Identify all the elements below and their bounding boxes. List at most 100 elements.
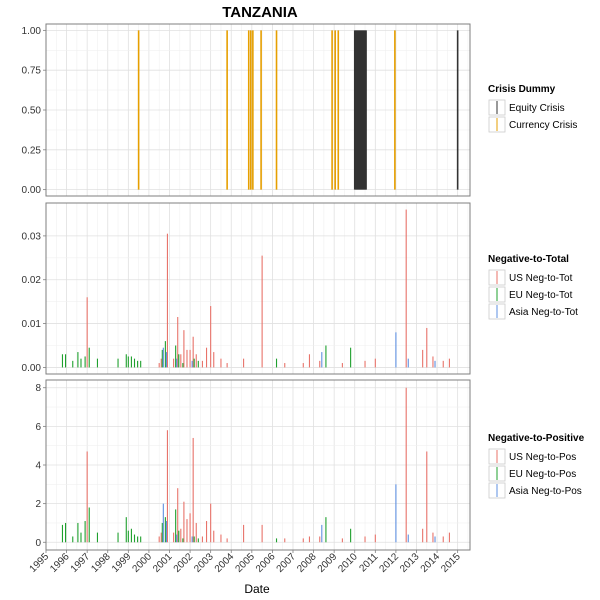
bar	[125, 517, 127, 543]
bar	[210, 306, 212, 368]
bar	[365, 30, 367, 190]
x-tick-label: 2003	[192, 551, 216, 575]
bar	[426, 451, 428, 543]
bar	[357, 30, 359, 190]
bar	[96, 358, 99, 368]
x-axis: 1995199619971998199920002001200220032004…	[28, 550, 463, 575]
legend-label: US Neg-to-Pos	[509, 452, 576, 463]
bar	[176, 358, 178, 368]
x-tick-label: 2013	[398, 551, 422, 575]
bar	[432, 356, 434, 368]
bar	[189, 349, 191, 368]
bar	[166, 233, 168, 368]
bar	[137, 536, 139, 543]
x-tick-label: 2009	[316, 551, 340, 575]
bar	[161, 349, 163, 368]
bar	[182, 363, 184, 368]
bar	[395, 332, 397, 368]
bar	[180, 528, 182, 543]
bar	[426, 327, 428, 368]
bar	[353, 30, 356, 190]
bar	[337, 30, 340, 190]
series-currency-crisis	[137, 30, 396, 190]
bar	[260, 30, 262, 190]
bar	[249, 30, 252, 190]
bar	[395, 484, 397, 543]
legend-title: Crisis Dummy	[488, 84, 556, 95]
bar	[360, 30, 362, 190]
x-tick-label: 1996	[48, 551, 72, 575]
x-tick-label: 1998	[89, 551, 113, 575]
x-tick-label: 2006	[254, 551, 278, 575]
y-tick-label: 0.00	[22, 185, 42, 196]
bar	[456, 30, 459, 190]
bar	[173, 532, 175, 543]
bar	[252, 30, 254, 190]
bar	[243, 524, 245, 543]
legend-title: Negative-to-Positive	[488, 433, 585, 444]
bar	[65, 522, 67, 543]
y-tick-label: 8	[35, 383, 41, 394]
bar	[302, 538, 304, 543]
bar	[201, 360, 203, 368]
y-tick-label: 0	[35, 538, 41, 549]
legend-negtotal: Negative-to-Total US Neg-to-Tot EU Neg-to-…	[488, 254, 578, 320]
panel-crisis: 0.00 0.25 0.50 0.75 1.00	[22, 23, 471, 197]
bar	[180, 354, 182, 368]
bar	[96, 532, 99, 543]
bar	[162, 503, 164, 543]
legend-title: Negative-to-Total	[488, 254, 569, 265]
bar	[302, 363, 304, 368]
bar	[422, 528, 424, 543]
series-us-neg-to-pos	[86, 387, 450, 543]
bar	[61, 524, 64, 543]
bar	[182, 538, 184, 543]
bar	[61, 354, 64, 368]
bar	[158, 536, 160, 543]
bar	[162, 347, 164, 368]
bar	[86, 451, 88, 543]
bar	[364, 30, 366, 190]
chart-title: TANZANIA	[222, 4, 298, 21]
bar	[176, 534, 178, 543]
bar	[261, 255, 263, 368]
y-tick-label: 0.02	[22, 275, 42, 286]
bar	[140, 360, 142, 368]
bar	[205, 521, 208, 543]
bar	[88, 347, 90, 368]
legend-label: EU Neg-to-Pos	[509, 469, 576, 480]
bar	[213, 530, 215, 543]
bar	[407, 534, 409, 543]
x-tick-label: 2004	[213, 551, 237, 575]
bar	[448, 358, 450, 368]
bar	[405, 209, 407, 368]
x-tick-label: 2011	[357, 551, 380, 574]
bar	[374, 358, 376, 368]
bar	[220, 534, 222, 543]
chart-panels: 0.00 0.25 0.50 0.75 1.00 0.00 0.01 0.02 0.03 0 2 4 6…	[22, 23, 471, 551]
bar	[394, 30, 396, 190]
bar	[137, 360, 139, 368]
bar	[334, 30, 336, 190]
series-asia-neg-to-pos	[162, 484, 436, 543]
bar	[161, 522, 163, 543]
bar	[341, 363, 343, 368]
bar	[133, 534, 136, 543]
bar	[331, 30, 333, 190]
bar	[243, 358, 245, 368]
x-tick-label: 2002	[172, 551, 196, 575]
bar	[191, 536, 193, 543]
x-tick-label: 2014	[419, 551, 443, 575]
bar	[434, 360, 436, 368]
bar	[319, 536, 321, 543]
bar	[130, 528, 132, 543]
bar	[175, 509, 177, 543]
bar	[72, 360, 74, 368]
x-tick-label: 2008	[295, 551, 319, 575]
bar	[178, 354, 180, 368]
legends: Crisis Dummy Equity Crisis Currency Crisis…	[488, 84, 585, 499]
bar	[362, 30, 364, 190]
bar	[197, 360, 199, 368]
x-tick-label: 2001	[151, 551, 175, 575]
